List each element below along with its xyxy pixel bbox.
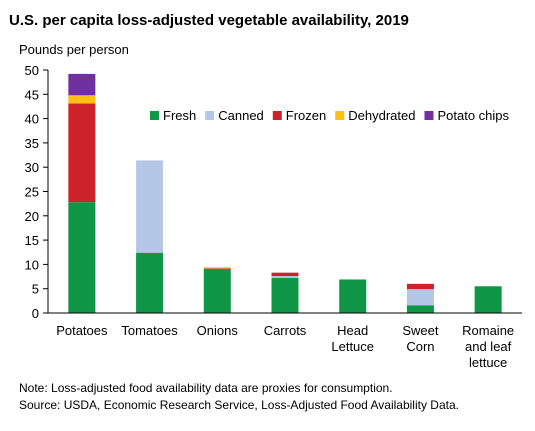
bar-segment xyxy=(339,279,366,313)
bar-segment xyxy=(407,305,434,313)
y-tick-label: 35 xyxy=(25,136,39,151)
bar-segment xyxy=(204,267,231,268)
x-tick-label: Onions xyxy=(197,323,239,338)
x-tick-label: Carrots xyxy=(264,323,307,338)
x-tick-label-line: Tomatoes xyxy=(121,323,178,338)
x-tick-label: Tomatoes xyxy=(121,323,178,338)
x-tick-label-line: Carrots xyxy=(264,323,307,338)
bar-segment xyxy=(407,289,434,305)
x-tick-label-line: Head xyxy=(337,323,368,338)
legend-label: Canned xyxy=(218,108,264,123)
y-tick-label: 50 xyxy=(25,63,39,78)
bar-segment xyxy=(475,286,502,313)
legend-label: Frozen xyxy=(286,108,326,123)
bar-segment xyxy=(272,273,299,276)
bar-segment xyxy=(204,269,231,313)
y-tick-label: 30 xyxy=(25,160,39,175)
y-tick-label: 0 xyxy=(32,306,39,321)
bar-segment xyxy=(136,253,163,313)
legend-swatch xyxy=(424,111,433,120)
y-tick-label: 20 xyxy=(25,209,39,224)
y-tick-label: 45 xyxy=(25,87,39,102)
y-tick-label: 10 xyxy=(25,257,39,272)
bar-segment xyxy=(68,104,95,203)
y-tick-label: 15 xyxy=(25,233,39,248)
chart-title: U.S. per capita loss-adjusted vegetable … xyxy=(9,12,409,29)
y-axis: 0 5 10 15 20 25 30 35 40 45 50 xyxy=(25,63,48,321)
x-tick-label-line: Potatoes xyxy=(56,323,108,338)
legend-label: Dehydrated xyxy=(348,108,415,123)
chart-source: Source: USDA, Economic Research Service,… xyxy=(19,398,459,412)
chart-note: Note: Loss-adjusted food availability da… xyxy=(19,381,393,395)
y-tick-label: 5 xyxy=(32,282,39,297)
bar-segment xyxy=(272,278,299,313)
legend-label: Fresh xyxy=(163,108,196,123)
bar-segment xyxy=(272,276,299,278)
legend-label: Potato chips xyxy=(437,108,509,123)
bar-segment xyxy=(68,74,95,95)
x-tick-label-line: Onions xyxy=(197,323,239,338)
x-tick-label-line: and leaf xyxy=(465,339,512,354)
x-tick-label: Potatoes xyxy=(56,323,108,338)
bar-segment xyxy=(136,160,163,252)
y-axis-label: Pounds per person xyxy=(19,42,129,57)
bar-segment xyxy=(68,202,95,313)
bar-segment xyxy=(407,284,434,289)
legend-swatch xyxy=(205,111,214,120)
legend: Fresh Canned Frozen Dehydrated Potato chips xyxy=(150,108,510,123)
y-tick-label: 25 xyxy=(25,185,39,200)
y-tick-label: 40 xyxy=(25,112,39,127)
bar-segment xyxy=(68,95,95,103)
x-tick-label-line: Romaine xyxy=(462,323,514,338)
x-tick-label-line: lettuce xyxy=(469,355,507,370)
legend-swatch xyxy=(273,111,282,120)
x-tick-label-line: Lettuce xyxy=(331,339,374,354)
x-tick-label-line: Corn xyxy=(406,339,434,354)
legend-swatch xyxy=(150,111,159,120)
legend-swatch xyxy=(335,111,344,120)
x-tick-label-line: Sweet xyxy=(402,323,439,338)
